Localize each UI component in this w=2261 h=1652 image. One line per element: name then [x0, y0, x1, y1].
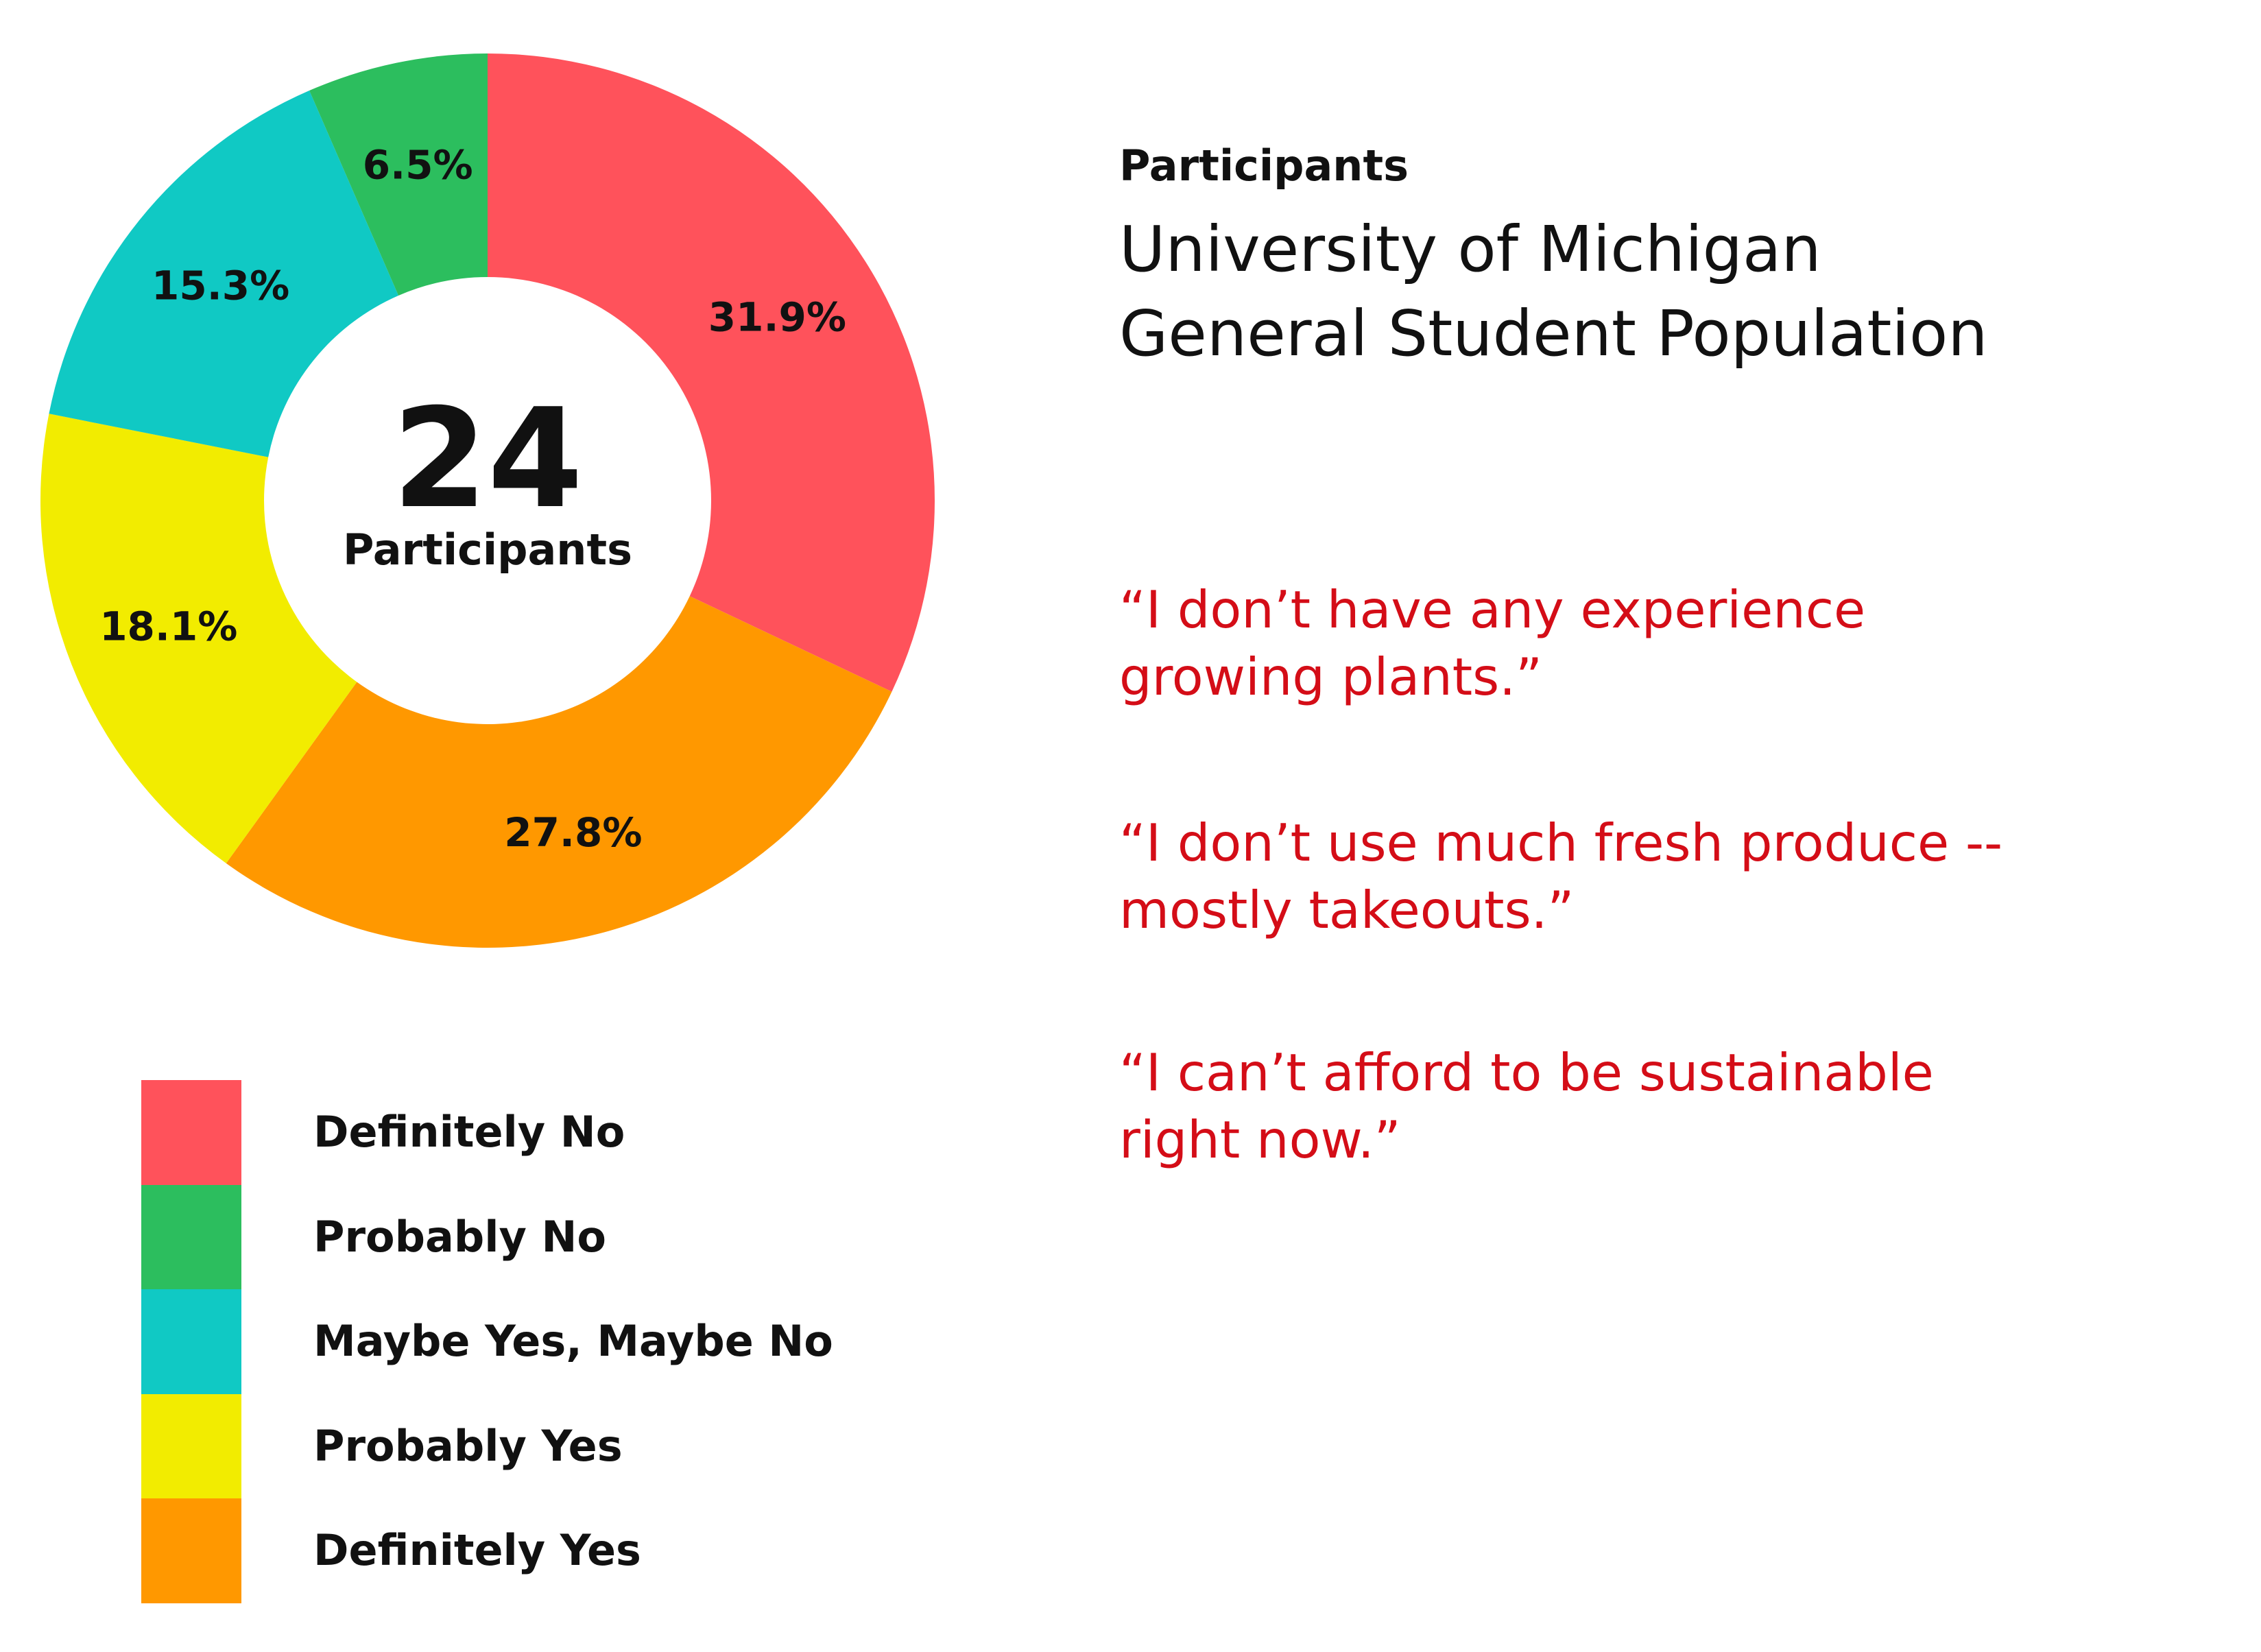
donut-slice-maybe-yes-maybe-no [49, 91, 399, 457]
legend-label: Definitely No [313, 1107, 625, 1158]
quote-line: right now.” [1119, 1110, 1401, 1170]
chart-legend: Definitely No Probably No Maybe Yes, May… [141, 1080, 833, 1603]
legend-item-maybe: Maybe Yes, Maybe No [141, 1289, 833, 1394]
legend-item-definitely-no: Definitely No [141, 1080, 833, 1185]
quote-line: mostly takeouts.” [1119, 880, 1575, 940]
quote-line: “I can’t afford to be sustainable [1119, 1042, 1934, 1103]
slice-value-label: 6.5% [363, 141, 473, 188]
donut-slice-definitely-no [488, 53, 935, 692]
slice-value-label: 31.9% [708, 294, 846, 340]
legend-swatch-probably-yes [141, 1393, 241, 1498]
legend-swatch-maybe [141, 1289, 241, 1394]
legend-label: Definitely Yes [313, 1525, 641, 1576]
legend-item-probably-yes: Probably Yes [141, 1393, 833, 1498]
legend-label: Probably No [313, 1211, 606, 1262]
legend-label: Probably Yes [313, 1420, 623, 1471]
slice-value-label: 18.1% [99, 603, 237, 649]
donut-slice-definitely-yes [226, 596, 892, 948]
legend-swatch-definitely-no [141, 1080, 241, 1185]
legend-item-definitely-yes: Definitely Yes [141, 1498, 833, 1603]
legend-label: Maybe Yes, Maybe No [313, 1316, 833, 1367]
legend-swatch-definitely-yes [141, 1498, 241, 1603]
center-participant-count: 24 [392, 379, 583, 539]
quote-produce: “I don’t use much fresh produce -- mostl… [1119, 809, 2148, 944]
slice-labels: 31.9% 27.8% 18.1% 15.3% 6.5% [99, 141, 846, 856]
population-title-line-2: General Student Population [1119, 297, 1988, 370]
population-title-line-1: University of Michigan [1119, 213, 1821, 286]
quote-line: “I don’t use much fresh produce -- [1119, 813, 2003, 873]
donut-slice-probably-yes [40, 414, 357, 863]
legend-item-probably-no: Probably No [141, 1184, 833, 1289]
participants-heading: Participants [1119, 141, 1409, 191]
quote-experience: “I don’t have any experience growing pla… [1119, 576, 2148, 710]
slice-value-label: 15.3% [152, 262, 289, 309]
donut-slices [40, 53, 935, 948]
slice-value-label: 27.8% [504, 809, 642, 856]
quote-line: “I don’t have any experience [1119, 579, 1866, 640]
donut-chart: 31.9% 27.8% 18.1% 15.3% 6.5% 24 Participants [40, 53, 935, 948]
donut-slice-probably-no [309, 53, 488, 296]
quote-line: growing plants.” [1119, 647, 1542, 707]
center-participants-label: Participants [343, 525, 632, 575]
legend-swatch-probably-no [141, 1184, 241, 1289]
quote-afford: “I can’t afford to be sustainable right … [1119, 1039, 2148, 1173]
